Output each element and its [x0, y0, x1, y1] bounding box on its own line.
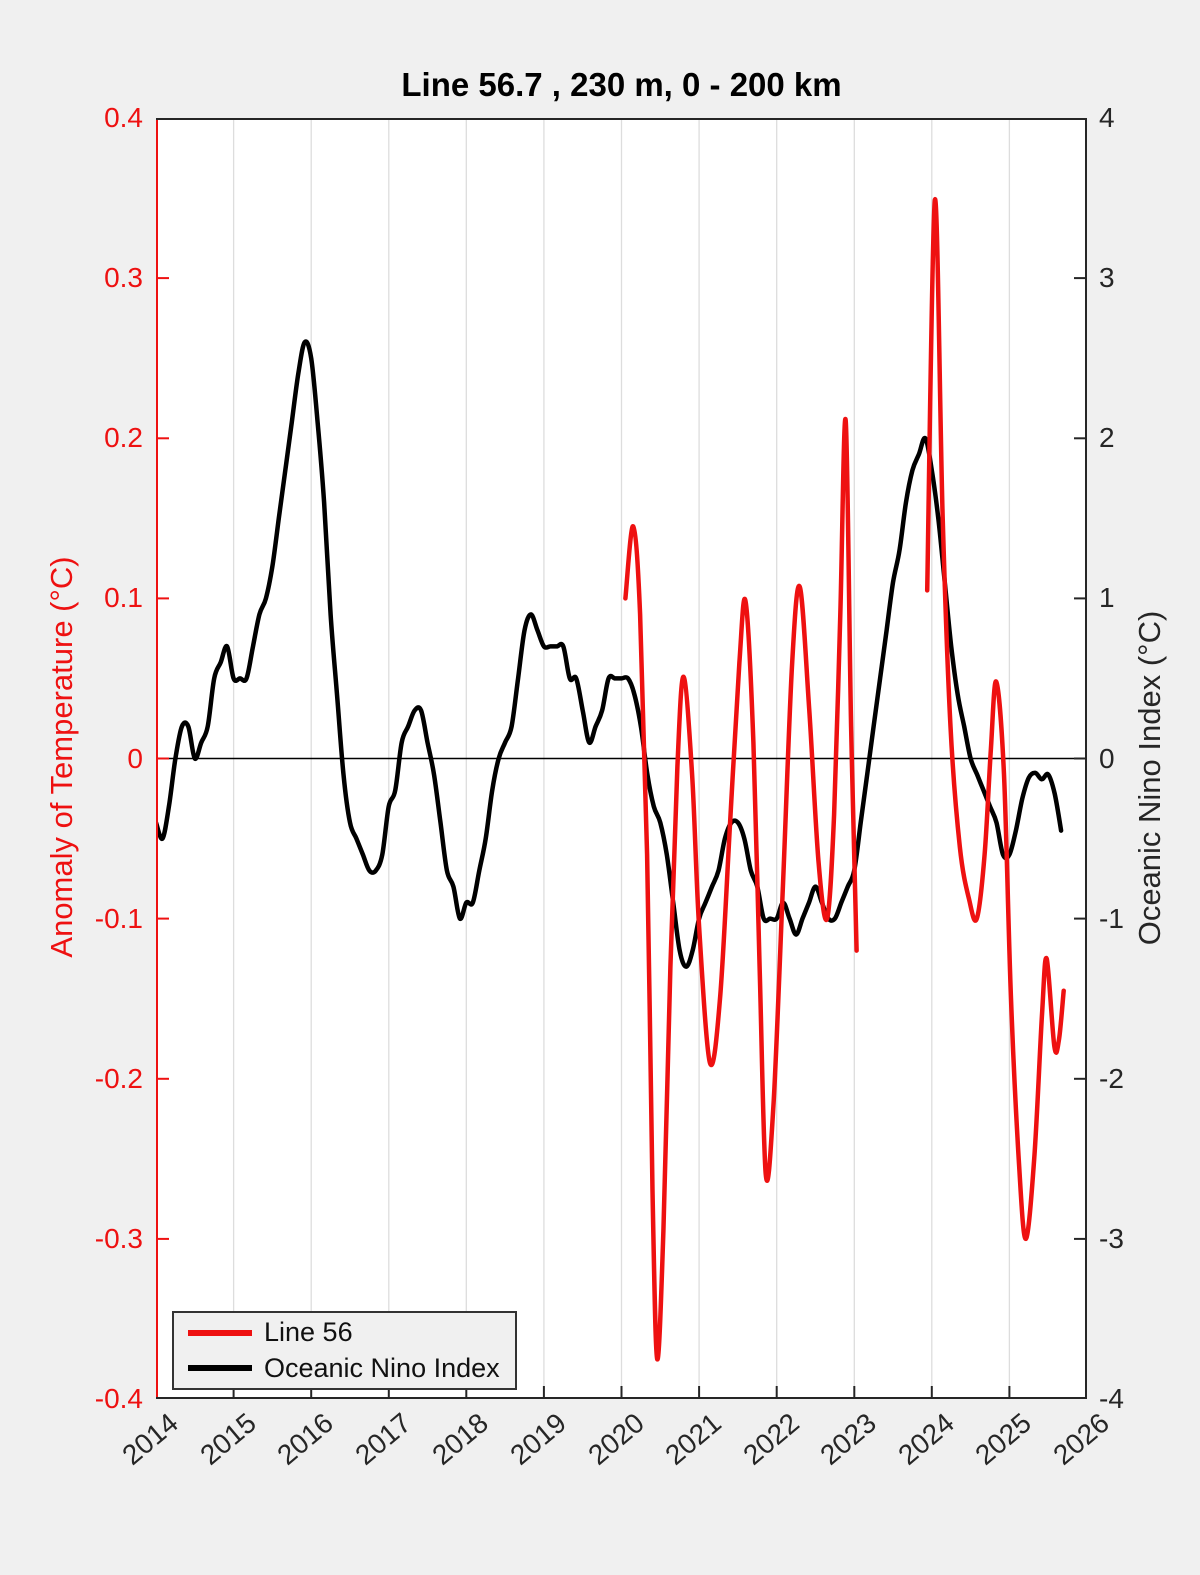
legend-item-oni: Oceanic Nino Index — [174, 1353, 515, 1384]
right-axis-tick-label: 2 — [1099, 422, 1115, 454]
right-axis-tick-label: 4 — [1099, 102, 1115, 133]
right-axis-tick-label: -4 — [1099, 1383, 1124, 1414]
plot-area — [153, 117, 1088, 1400]
left-axis-tick-label: -0.1 — [94, 902, 143, 934]
right-axis-tick-label: -3 — [1099, 1222, 1124, 1254]
left-axis-tick-label: 0.3 — [104, 262, 143, 294]
right-axis-tick-label: -1 — [1099, 902, 1124, 934]
line56-series-path — [623, 416, 859, 1362]
legend-item-line56: Line 56 — [174, 1317, 515, 1348]
left-axis-tick-label: 0 — [127, 742, 143, 774]
left-axis-tick-label: 0.4 — [104, 102, 143, 133]
left-axis-tick-label: 0.1 — [104, 582, 143, 614]
plot-svg — [153, 117, 1088, 1400]
right-axis-tick-label: -2 — [1099, 1062, 1124, 1094]
right-axis-tick-label: 1 — [1099, 582, 1115, 614]
left-axis-tick-label: -0.2 — [94, 1062, 143, 1094]
left-axis-tick-label: 0.2 — [104, 422, 143, 454]
left-axis-tick-label: -0.4 — [94, 1383, 143, 1414]
left-axis-tick-label: -0.3 — [94, 1222, 143, 1254]
right-y-axis-label: Oceanic Nino Index (°C) — [1132, 610, 1167, 946]
legend-line56-label: Line 56 — [264, 1317, 353, 1348]
legend-oni-label: Oceanic Nino Index — [264, 1352, 500, 1383]
oni-series-path — [153, 339, 1064, 969]
right-axis-tick-label: 0 — [1099, 742, 1115, 774]
chart-title: Line 56.7 , 230 m, 0 - 200 km — [401, 66, 842, 103]
line56-series-path — [924, 197, 1066, 1242]
legend: Line 56 Oceanic Nino Index — [172, 1311, 517, 1390]
right-axis-tick-label: 3 — [1099, 262, 1115, 294]
legend-line56-swatch-line — [188, 1329, 252, 1336]
legend-oni-swatch-line — [188, 1365, 252, 1372]
